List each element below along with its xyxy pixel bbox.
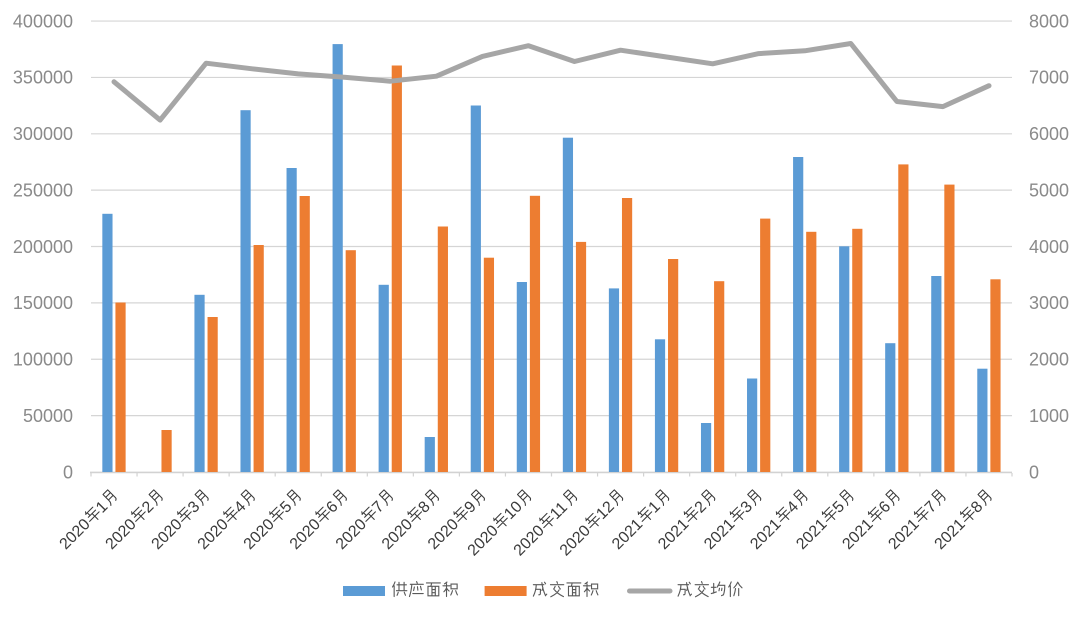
svg-text:4000: 4000 <box>1029 237 1069 257</box>
svg-text:6000: 6000 <box>1029 124 1069 144</box>
svg-text:300000: 300000 <box>13 124 73 144</box>
svg-text:7000: 7000 <box>1029 68 1069 88</box>
svg-text:3000: 3000 <box>1029 293 1069 313</box>
svg-text:400000: 400000 <box>13 11 73 31</box>
svg-text:0: 0 <box>63 462 73 482</box>
svg-text:1000: 1000 <box>1029 406 1069 426</box>
svg-text:150000: 150000 <box>13 293 73 313</box>
svg-text:8000: 8000 <box>1029 11 1069 31</box>
svg-text:350000: 350000 <box>13 68 73 88</box>
svg-text:2000: 2000 <box>1029 350 1069 370</box>
svg-text:5000: 5000 <box>1029 181 1069 201</box>
svg-text:0: 0 <box>1029 462 1039 482</box>
svg-text:50000: 50000 <box>23 406 73 426</box>
svg-text:100000: 100000 <box>13 350 73 370</box>
svg-text:200000: 200000 <box>13 237 73 257</box>
svg-text:250000: 250000 <box>13 181 73 201</box>
